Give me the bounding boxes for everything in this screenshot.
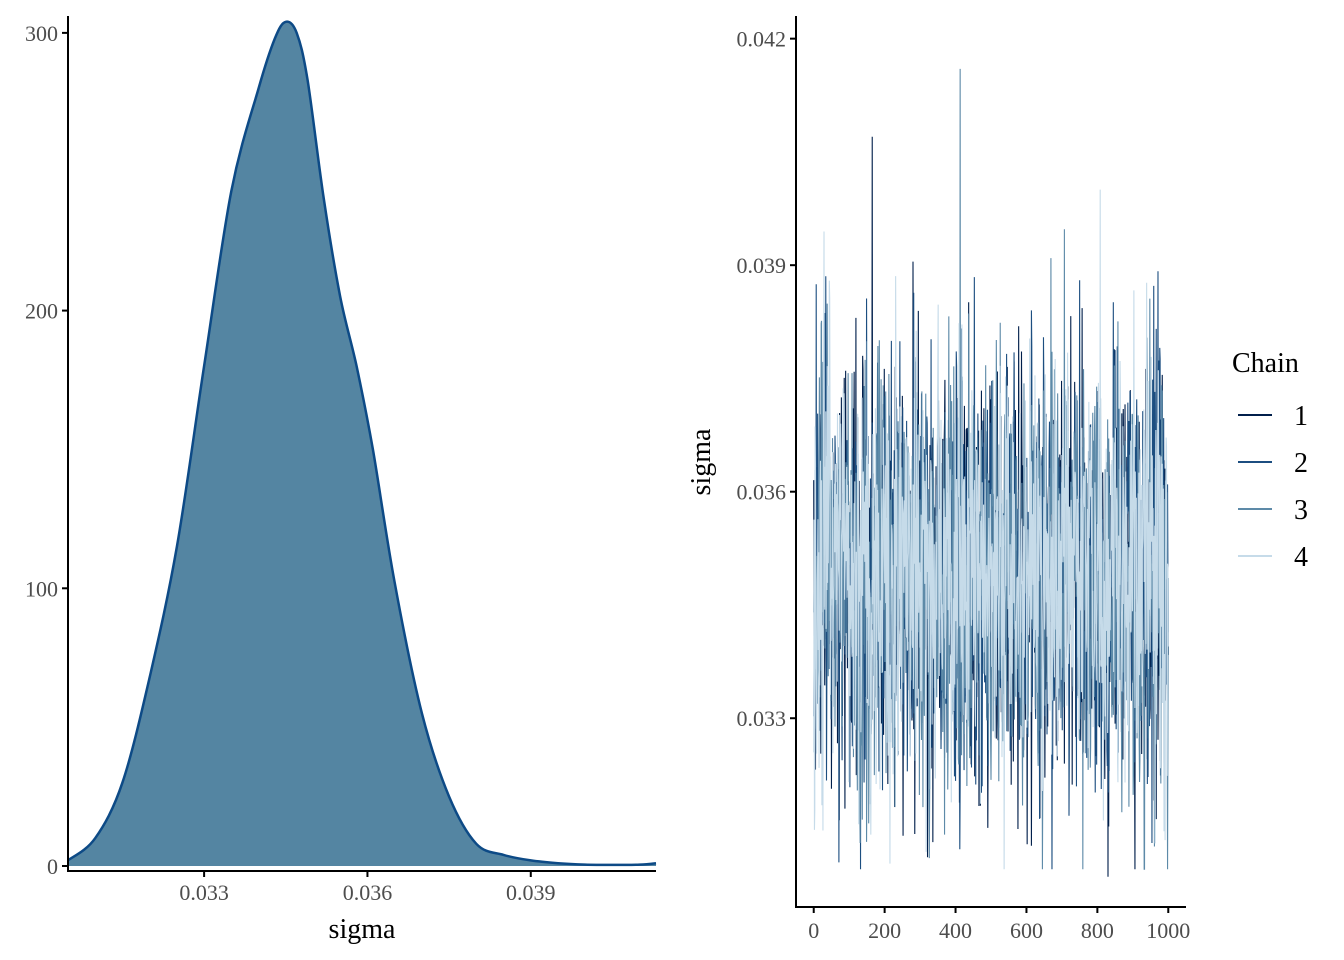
x-tick-label: 1000 bbox=[1146, 918, 1190, 943]
density-area bbox=[68, 21, 656, 866]
trace-plot-area bbox=[813, 68, 1169, 877]
y-tick-label: 0 bbox=[47, 854, 58, 879]
x-tick-label: 400 bbox=[939, 918, 972, 943]
x-tick-label: 200 bbox=[868, 918, 901, 943]
density-curve bbox=[67, 20, 657, 867]
y-tick-label: 0.036 bbox=[737, 480, 787, 505]
x-tick-label: 0 bbox=[808, 918, 819, 943]
legend-label-chain-1: 1 bbox=[1294, 401, 1308, 432]
trace-panel: 0.033 0.036 0.039 0.042 0 200 400 600 800 1000 s… bbox=[686, 16, 1190, 943]
y-tick-label: 0.033 bbox=[737, 706, 787, 731]
x-tick-label: 0.039 bbox=[506, 880, 556, 905]
y-tick-label: 300 bbox=[25, 21, 58, 46]
y-tick-label: 100 bbox=[25, 576, 58, 601]
density-panel: 0 100 200 300 0.033 0.036 0.039 sigma bbox=[25, 16, 657, 945]
density-x-ticks: 0.033 0.036 0.039 bbox=[179, 871, 556, 905]
x-tick-label: 0.036 bbox=[343, 880, 393, 905]
trace-x-ticks: 0 200 400 600 800 1000 bbox=[808, 907, 1190, 943]
trace-y-ticks: 0.033 0.036 0.039 0.042 bbox=[737, 27, 796, 731]
y-tick-label: 0.039 bbox=[737, 253, 787, 278]
x-tick-label: 800 bbox=[1081, 918, 1114, 943]
y-tick-label: 0.042 bbox=[737, 27, 787, 52]
legend-title: Chain bbox=[1232, 348, 1299, 379]
trace-line-chain-4 bbox=[813, 189, 1169, 870]
x-tick-label: 600 bbox=[1010, 918, 1043, 943]
density-y-ticks: 0 100 200 300 bbox=[25, 21, 68, 879]
legend-label-chain-2: 2 bbox=[1294, 448, 1308, 479]
legend-label-chain-3: 3 bbox=[1294, 495, 1308, 526]
density-x-axis-title: sigma bbox=[329, 914, 396, 945]
chain-legend: Chain 1 2 3 4 bbox=[1232, 348, 1308, 573]
legend-label-chain-4: 4 bbox=[1294, 542, 1308, 573]
density-plot-area bbox=[67, 20, 657, 867]
legend-entries: 1 2 3 4 bbox=[1238, 401, 1308, 573]
trace-y-axis-title: sigma bbox=[686, 428, 717, 495]
x-tick-label: 0.033 bbox=[179, 880, 229, 905]
y-tick-label: 200 bbox=[25, 299, 58, 324]
